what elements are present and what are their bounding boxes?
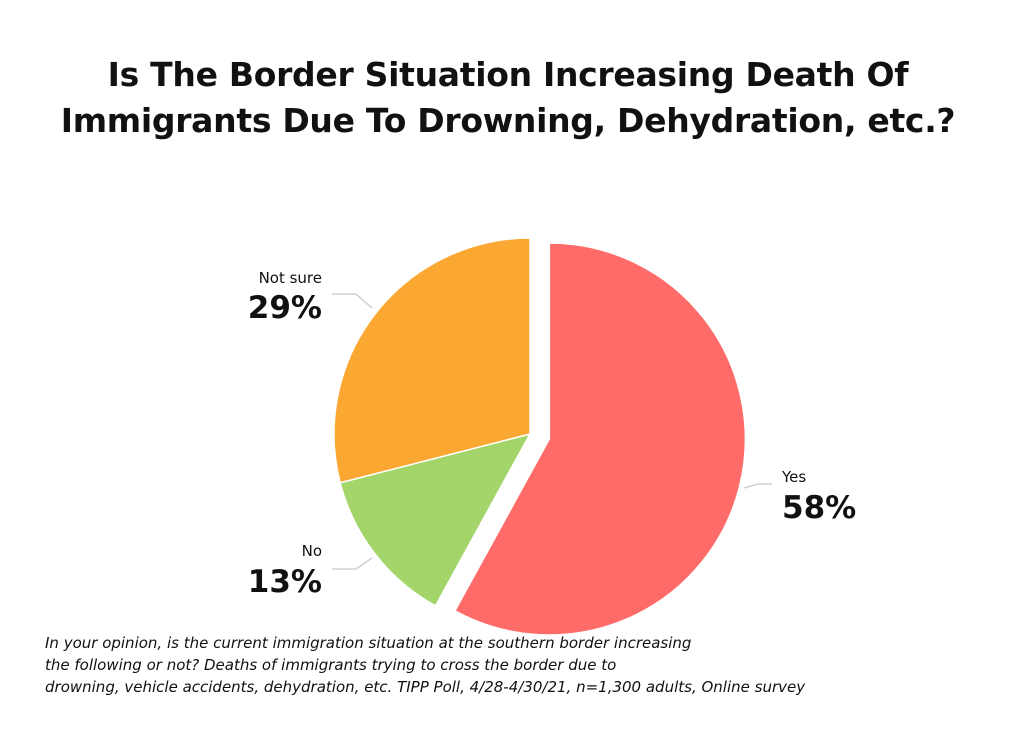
- slice-label-value-not-sure: 29%: [248, 290, 322, 326]
- slice-label-name-not-sure: Not sure: [259, 269, 322, 287]
- caption-line-3: drowning, vehicle accidents, dehydration…: [45, 678, 806, 696]
- leader-line-no: [332, 557, 373, 570]
- slice-label-value-yes: 58%: [782, 490, 856, 526]
- chart-title-line-1: Is The Border Situation Increasing Death…: [107, 55, 909, 94]
- chart-title-line-2: Immigrants Due To Drowning, Dehydration,…: [60, 101, 956, 140]
- pie-slices: [333, 237, 747, 636]
- pie-slice-no: [339, 432, 532, 607]
- caption-line-2: the following or not? Deaths of immigran…: [45, 656, 617, 674]
- chart-caption: In your opinion, is the current immigrat…: [45, 632, 995, 698]
- leader-line-yes: [743, 483, 772, 489]
- leader-line-not-sure: [332, 293, 373, 309]
- pie-slice-yes: [453, 242, 747, 636]
- slice-labels: Yes 58% No 13% Not sure 29%: [248, 269, 856, 600]
- chart-title: Is The Border Situation Increasing Death…: [0, 52, 1016, 144]
- slice-label-name-no: No: [302, 542, 322, 560]
- pie-slice-not-sure: [333, 237, 531, 484]
- slice-label-value-no: 13%: [248, 564, 322, 600]
- leader-lines: [332, 293, 772, 570]
- caption-line-1: In your opinion, is the current immigrat…: [45, 634, 692, 652]
- slice-label-name-yes: Yes: [781, 468, 806, 486]
